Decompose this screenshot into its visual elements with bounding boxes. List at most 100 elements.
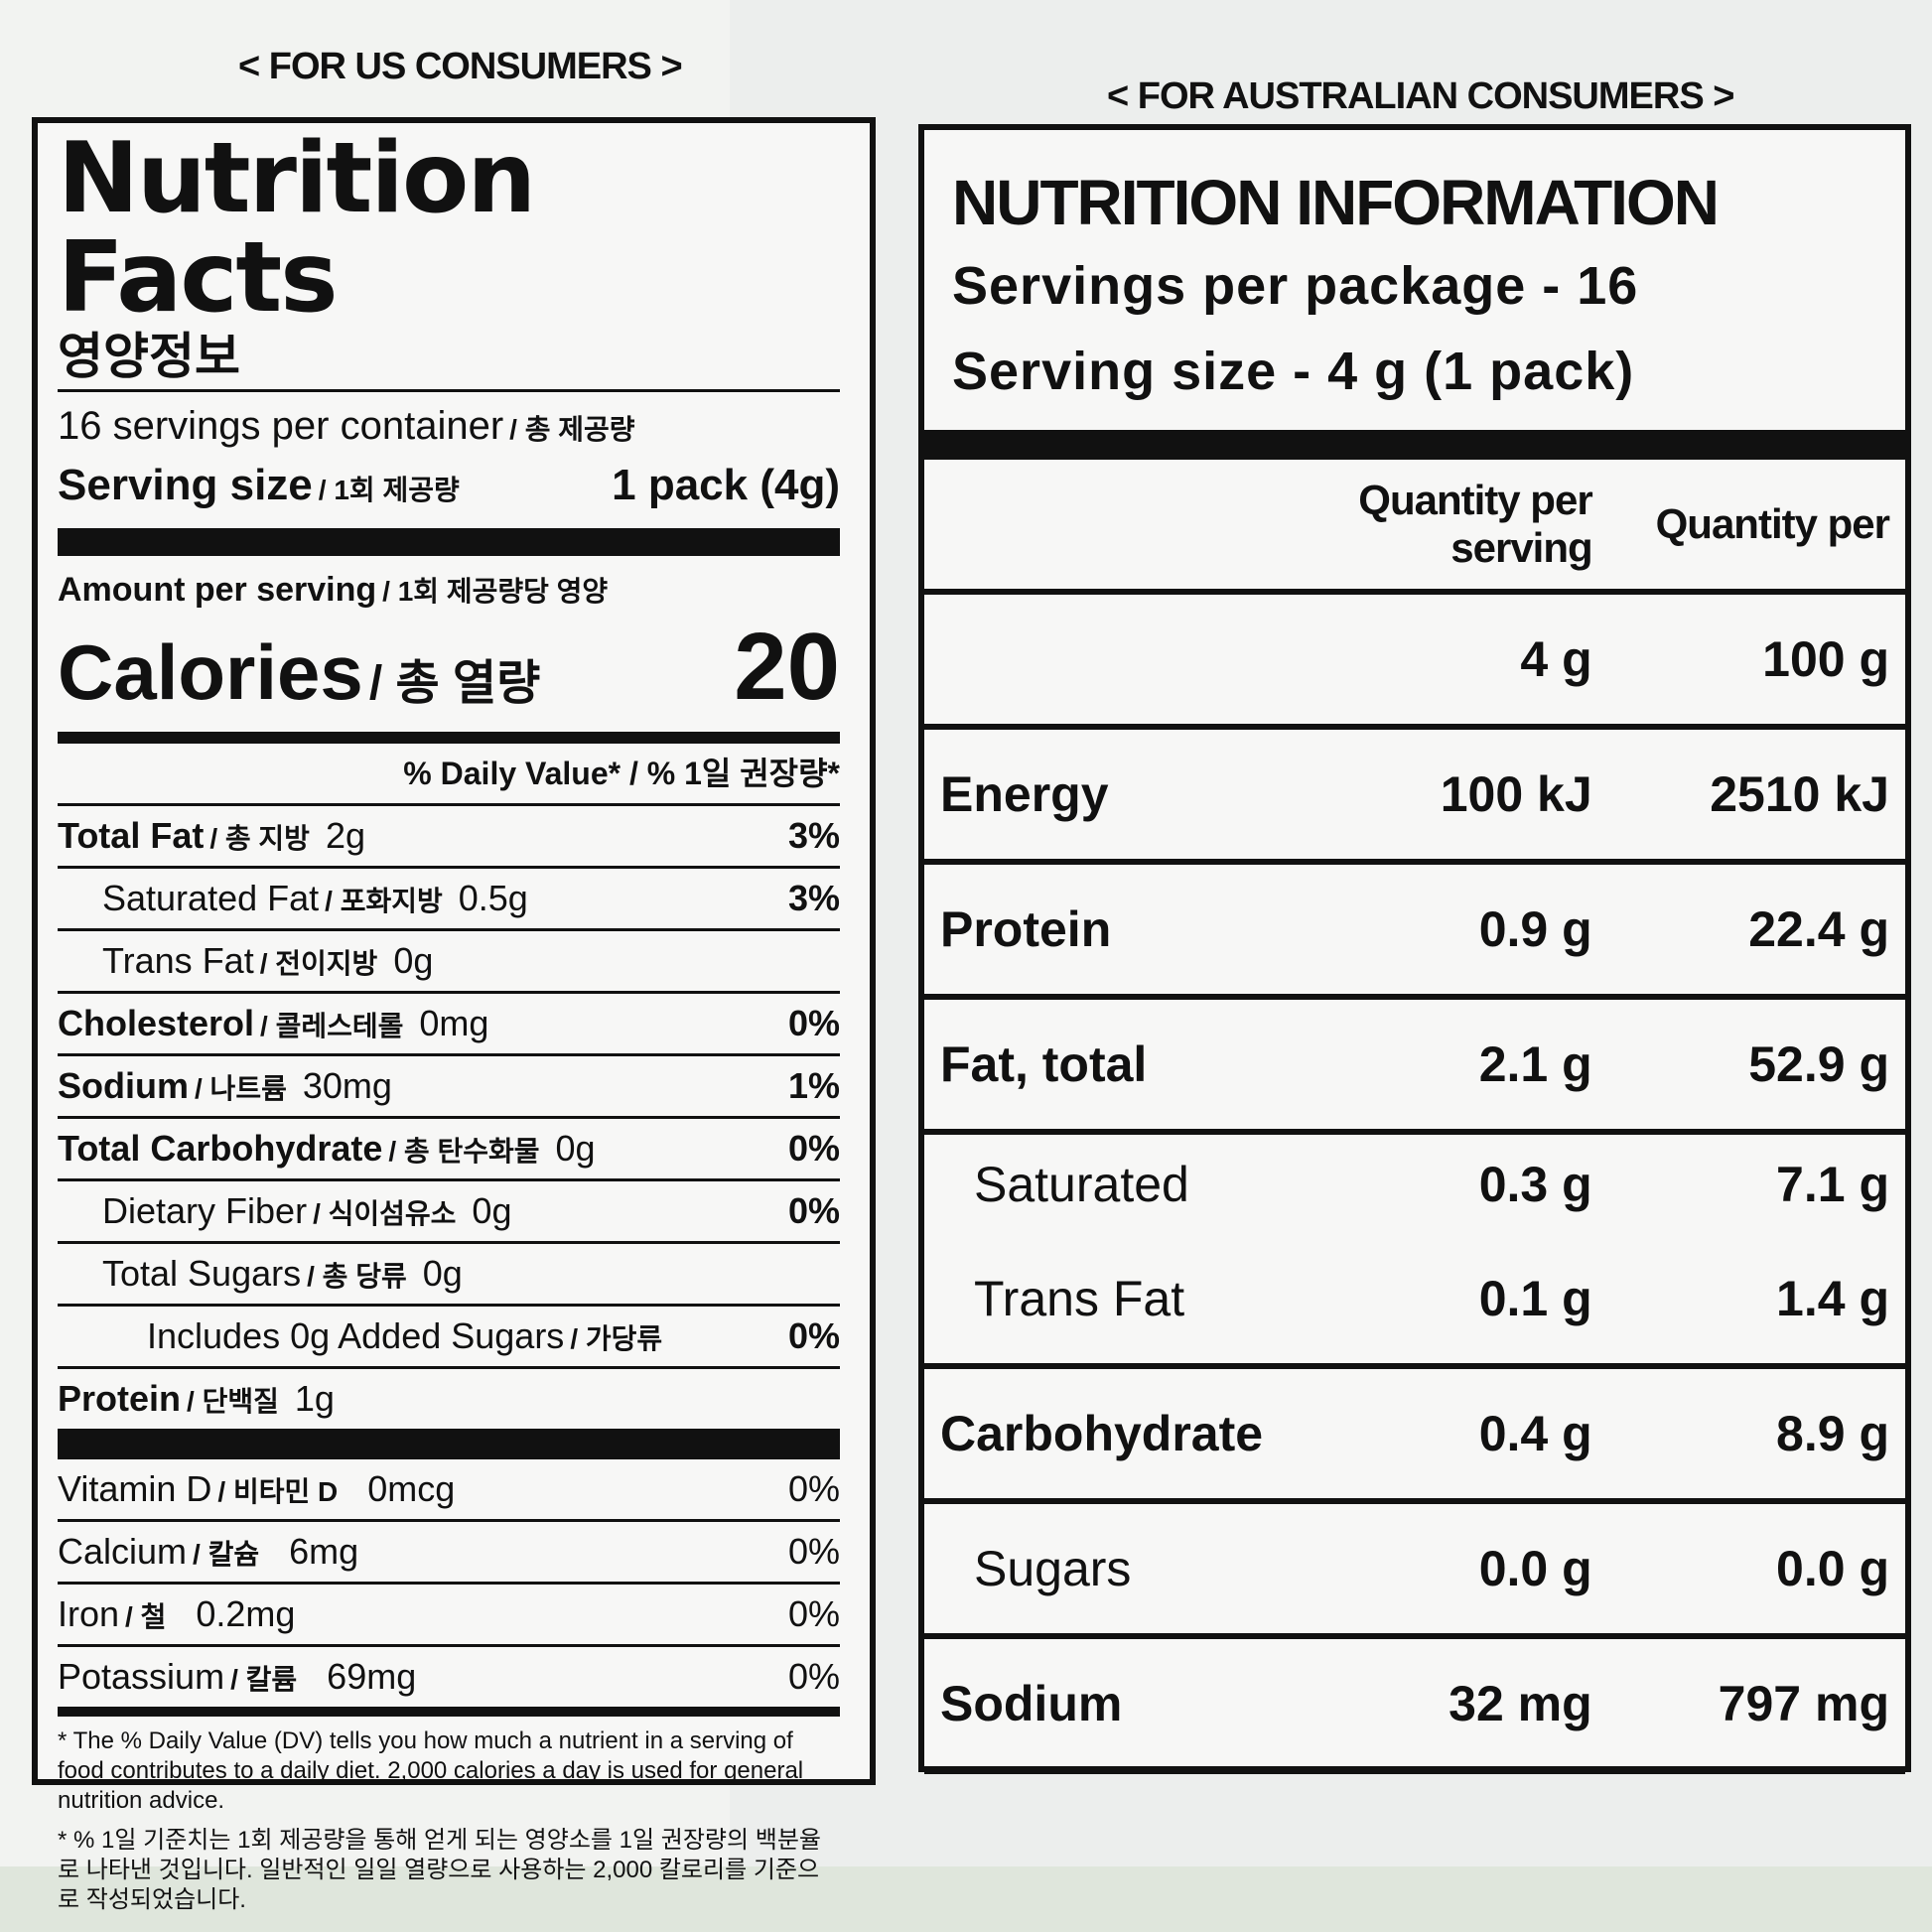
per-100g-value: 22.4 g	[1607, 862, 1905, 1000]
vitamin-row: Potassium / 칼륨 69mg 0%	[58, 1647, 840, 1707]
vitamin-name: Iron	[58, 1593, 120, 1634]
nutrient-row: Total Sugars / 총 당류 0g	[58, 1244, 840, 1307]
vitamin-amount: 69mg	[327, 1656, 417, 1697]
nutrient-amount: 0g	[472, 1190, 512, 1231]
nutrient-name: Sodium	[924, 1636, 1311, 1774]
nutrient-name: Trans Fat	[924, 1234, 1311, 1369]
nutrient-amount: 30mg	[302, 1065, 392, 1106]
nutrition-row: Carbohydrate 0.4 g 8.9 g	[924, 1366, 1905, 1504]
nutrient-korean: / 가당류	[570, 1323, 663, 1354]
nutrition-row: Trans Fat 0.1 g 1.4 g	[924, 1234, 1905, 1369]
unit-blank	[924, 592, 1311, 730]
nutrient-korean: / 총 탄수화물	[388, 1136, 540, 1167]
vitamin-amount: 0mcg	[367, 1468, 456, 1509]
nutrient-name: Trans Fat	[102, 940, 254, 981]
amount-per-serving: Amount per serving	[58, 571, 377, 609]
nutrition-row: Saturated 0.3 g 7.1 g	[924, 1132, 1905, 1234]
vitamin-amount: 0.2mg	[196, 1593, 296, 1634]
nutrient-list: Total Fat / 총 지방 2g 3% Saturated Fat / 포화…	[58, 806, 840, 1432]
thick-divider	[58, 1432, 840, 1459]
nutrition-row: Sodium 32 mg 797 mg	[924, 1636, 1905, 1774]
divider	[58, 389, 840, 392]
col-per-100: Quantity per	[1607, 460, 1905, 595]
vitamin-korean: / 철	[125, 1601, 167, 1632]
vitamin-daily-value: 0%	[787, 1531, 840, 1572]
nutrient-daily-value: 3%	[787, 815, 840, 856]
vitamin-row: Vitamin D / 비타민 D 0mcg 0%	[58, 1459, 840, 1522]
au-title: NUTRITION INFORMATION	[952, 167, 1720, 238]
servings-per-container: 16 servings per container	[58, 404, 504, 448]
nutrient-korean: / 전이지방	[259, 948, 378, 979]
nutrient-amount: 0.5g	[458, 878, 528, 918]
nutrient-korean: / 단백질	[187, 1386, 279, 1417]
nutrient-row: Protein / 단백질 1g	[58, 1369, 840, 1432]
nutrient-name: Protein	[924, 862, 1311, 1000]
thick-divider	[924, 430, 1905, 460]
per-serving-value: 32 mg	[1311, 1636, 1608, 1774]
nutrient-daily-value: 0%	[787, 1315, 840, 1356]
nutrient-name: Includes 0g Added Sugars	[147, 1315, 565, 1356]
unit-per-100: 100 g	[1607, 592, 1905, 730]
vitamin-korean: / 칼륨	[230, 1664, 298, 1695]
nutrient-row: Trans Fat / 전이지방 0g	[58, 931, 840, 994]
vitamin-name: Vitamin D	[58, 1468, 212, 1509]
nutrient-name: Dietary Fiber	[102, 1190, 308, 1231]
nutrient-amount: 0g	[422, 1253, 463, 1294]
nutrient-korean: / 총 지방	[209, 823, 310, 854]
medium-divider	[58, 1707, 840, 1717]
serving-size-label: Serving size	[58, 461, 313, 509]
nutrient-row: Saturated Fat / 포화지방 0.5g 3%	[58, 869, 840, 931]
vitamin-name: Calcium	[58, 1531, 188, 1572]
nutrient-korean: / 포화지방	[325, 886, 443, 916]
per-serving-value: 0.4 g	[1311, 1366, 1608, 1504]
vitamin-amount: 6mg	[289, 1531, 359, 1572]
nutrient-korean: / 콜레스테롤	[260, 1011, 404, 1041]
nutrient-name: Protein	[58, 1378, 182, 1419]
per-serving-value: 0.0 g	[1311, 1501, 1608, 1639]
nutrient-korean: / 식이섬유소	[313, 1198, 457, 1229]
nutrient-korean: / 총 당류	[307, 1261, 407, 1292]
nutrition-row: Sugars 0.0 g 0.0 g	[924, 1501, 1905, 1639]
nutrient-amount: 0mg	[419, 1003, 489, 1043]
nutrient-daily-value: 1%	[787, 1065, 840, 1106]
nutrient-daily-value: 0%	[787, 1128, 840, 1169]
footnote-english: * The % Daily Value (DV) tells you how m…	[58, 1727, 804, 1814]
us-title-korean: 영양정보	[58, 329, 240, 384]
nutrient-name: Carbohydrate	[924, 1366, 1311, 1504]
per-serving-value: 100 kJ	[1311, 727, 1608, 865]
nutrient-row: Total Fat / 총 지방 2g 3%	[58, 806, 840, 869]
nutrient-name: Total Fat	[58, 815, 205, 856]
per-100g-value: 7.1 g	[1776, 1157, 1889, 1212]
nutrient-name: Total Sugars	[102, 1253, 302, 1294]
col-per-serving: Quantity per serving	[1311, 460, 1608, 595]
footnote-korean: * % 1일 기준치는 1회 제공량을 통해 얻게 되는 영양소를 1일 권장량…	[58, 1827, 821, 1913]
nutrient-korean: / 나트륨	[195, 1073, 287, 1104]
nutrient-name: Total Carbohydrate	[58, 1128, 383, 1169]
per-100g-value: 8.9 g	[1607, 1366, 1905, 1504]
au-nutrition-information-panel: NUTRITION INFORMATION Servings per packa…	[918, 124, 1911, 1774]
nutrient-name: Sodium	[58, 1065, 189, 1106]
serving-size-value: 1 pack (4g)	[612, 461, 840, 509]
table-header-row: Quantity per serving Quantity per	[924, 460, 1905, 595]
per-serving-value: 0.3 g	[1478, 1157, 1592, 1212]
vitamin-daily-value: 0%	[787, 1468, 840, 1509]
vitamin-daily-value: 0%	[787, 1656, 840, 1697]
nutrient-amount: 0g	[393, 940, 434, 981]
nutrient-name: Sugars	[924, 1501, 1311, 1639]
vitamin-row: Iron / 철 0.2mg 0%	[58, 1585, 840, 1647]
nutrient-daily-value: 0%	[787, 1190, 840, 1231]
vitamin-daily-value: 0%	[787, 1593, 840, 1634]
nutrition-row: Fat, total 2.1 g 52.9 g	[924, 997, 1905, 1135]
per-100g-value: 0.0 g	[1607, 1501, 1905, 1639]
nutrient-row: Dietary Fiber / 식이섬유소 0g 0%	[58, 1181, 840, 1244]
calories-korean: / 총 열량	[368, 657, 541, 710]
calories-label: Calories	[58, 628, 363, 716]
nutrition-row: Energy 100 kJ 2510 kJ	[924, 727, 1905, 865]
calories-value: 20	[734, 614, 840, 720]
nutrient-name: Energy	[924, 727, 1311, 865]
vitamin-name: Potassium	[58, 1656, 225, 1697]
au-caption: < FOR AUSTRALIAN CONSUMERS >	[1107, 75, 1734, 117]
nutrient-name: Saturated	[974, 1157, 1189, 1212]
nutrition-row: Protein 0.9 g 22.4 g	[924, 862, 1905, 1000]
us-nutrition-facts-panel: Nutrition Facts 영양정보 16 servings per con…	[32, 117, 876, 1913]
